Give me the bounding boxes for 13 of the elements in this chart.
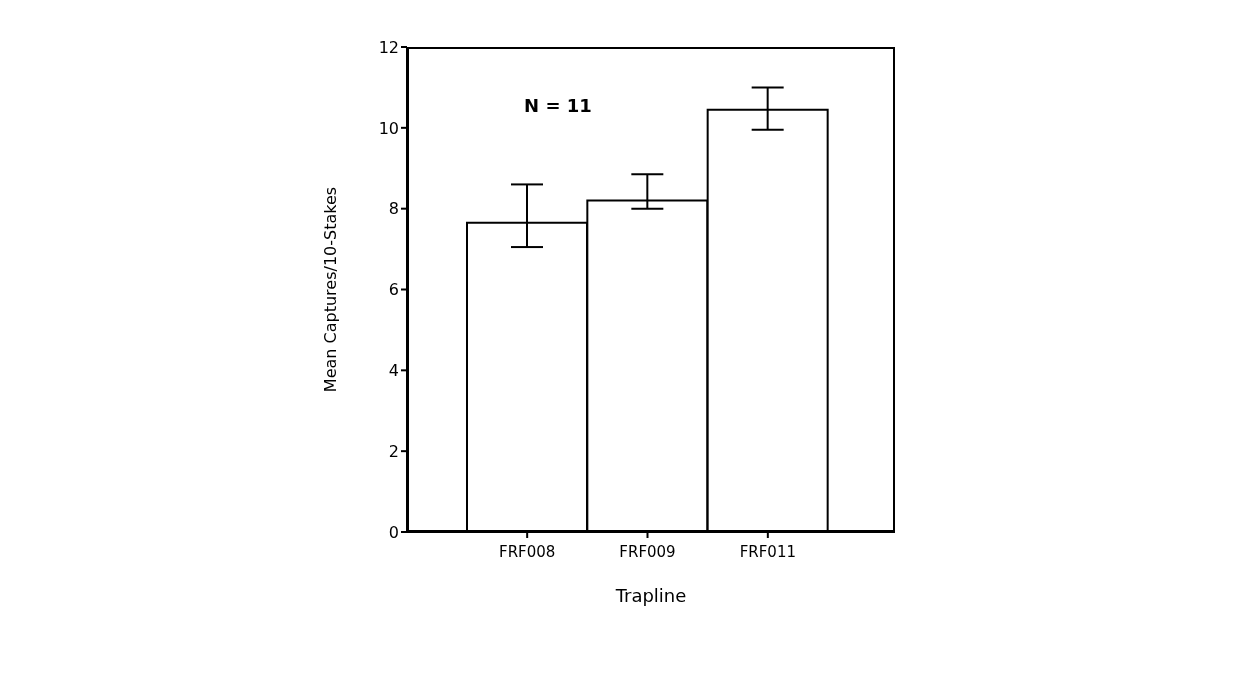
- x-tick-label: FRF011: [739, 542, 796, 561]
- x-axis-title: Trapline: [614, 585, 687, 606]
- y-tick-label: 0: [388, 522, 399, 542]
- annotation: N = 11: [524, 95, 592, 116]
- x-tick-label: FRF008: [499, 542, 556, 561]
- y-tick-label: 8: [388, 199, 399, 219]
- y-tick-label: 12: [378, 37, 399, 57]
- x-tick-label: FRF009: [619, 542, 676, 561]
- y-tick-label: 6: [388, 280, 399, 300]
- y-axis-title: Mean Captures/10-Stakes: [320, 186, 340, 393]
- y-tick-label: 2: [388, 441, 399, 461]
- y-tick-label: 4: [388, 361, 399, 381]
- y-tick-label: 10: [378, 118, 399, 138]
